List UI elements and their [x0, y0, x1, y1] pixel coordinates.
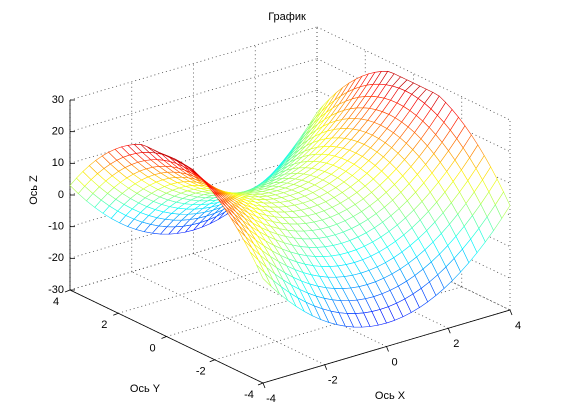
x-tick-label: -2: [328, 375, 338, 387]
x-tick: [324, 364, 328, 370]
grid-line: [69, 26, 318, 101]
grid-line: [69, 89, 318, 164]
surface: [69, 70, 511, 328]
z-tick-label: -10: [48, 221, 64, 233]
x-tick-label: -4: [266, 393, 276, 405]
y-tick: [209, 359, 215, 363]
grid-line: [69, 58, 318, 133]
mesh-cell: [256, 264, 272, 287]
y-tick-label: -4: [244, 389, 254, 401]
z-tick-label: 0: [58, 189, 64, 201]
y-tick: [113, 312, 119, 316]
y-tick-label: 4: [53, 296, 59, 308]
x-tick: [386, 346, 389, 352]
grid-line: [118, 239, 366, 314]
x-tick: [262, 382, 266, 389]
y-axis-label: Ось Y: [130, 383, 161, 395]
x-tick-label: 0: [391, 356, 397, 368]
x-tick: [447, 328, 451, 334]
z-tick-label: 10: [52, 157, 64, 169]
y-tick-label: 2: [101, 319, 107, 331]
x-tick-label: 4: [515, 320, 521, 332]
y-tick-label: -2: [196, 366, 206, 378]
y-tick: [257, 382, 264, 386]
grid-line: [69, 216, 318, 291]
z-axis-label: Ось Z: [28, 175, 40, 205]
z-tick-label: -30: [48, 284, 64, 296]
z-tick-label: 30: [52, 94, 64, 106]
z-tick-label: -20: [48, 252, 64, 264]
y-tick-label: 0: [149, 342, 155, 354]
y-tick: [64, 289, 71, 293]
x-tick-label: 2: [453, 338, 459, 350]
x-axis-label: Ось X: [375, 390, 406, 402]
chart-title: График: [268, 11, 306, 23]
grid-line: [69, 121, 318, 196]
x-tick: [509, 309, 513, 316]
y-tick: [161, 336, 167, 339]
z-tick-label: 20: [52, 126, 64, 138]
